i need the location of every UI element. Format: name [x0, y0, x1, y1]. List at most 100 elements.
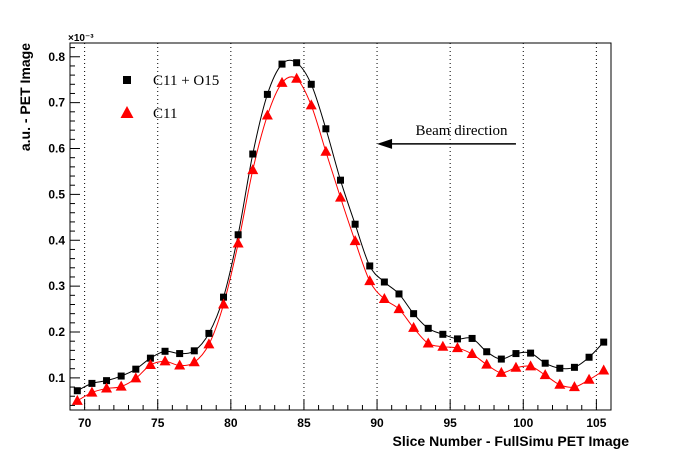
square-marker: [103, 377, 111, 385]
triangle-marker: [510, 361, 522, 372]
axis-layer: 70 75 80 85 90 95 100 105 0.1 0.2 0.3 0.4 0.5 0.6 0.7 0…: [48, 42, 612, 430]
triangle-marker: [232, 237, 244, 248]
square-marker: [424, 324, 432, 332]
square-marker: [512, 350, 520, 358]
triangle-marker: [320, 145, 332, 156]
triangle-marker: [422, 337, 434, 348]
legend-label: C11 + O15: [153, 73, 219, 89]
square-marker: [220, 293, 228, 301]
legend: C11 + O15 C11: [120, 73, 219, 122]
triangle-marker: [437, 340, 449, 351]
square-marker: [600, 338, 608, 346]
triangle-marker: [291, 72, 303, 83]
legend-symbol-square: [123, 76, 131, 84]
square-marker: [453, 335, 461, 343]
square-marker: [322, 125, 330, 133]
square-marker: [585, 353, 593, 361]
triangle-marker: [408, 321, 420, 332]
x-tick-label: 90: [370, 416, 384, 430]
y-tick-label: 0.7: [48, 96, 65, 110]
y-axis-exponent-label: ×10⁻³: [68, 33, 94, 44]
square-marker: [380, 278, 388, 286]
square-marker: [176, 350, 184, 358]
triangle-marker: [393, 303, 405, 314]
square-marker: [570, 363, 578, 371]
square-marker: [132, 365, 140, 373]
square-marker: [190, 347, 198, 355]
triangle-marker: [159, 355, 171, 366]
y-tick-label: 0.8: [48, 50, 65, 64]
triangle-marker: [71, 394, 83, 405]
beam-direction-label: Beam direction: [415, 123, 508, 139]
x-tick-label: 95: [443, 416, 457, 430]
y-tick-label: 0.1: [48, 371, 65, 385]
square-marker: [234, 231, 242, 239]
triangle-marker: [218, 298, 230, 309]
square-marker: [307, 80, 315, 88]
square-marker: [468, 334, 476, 342]
triangle-marker: [481, 358, 493, 369]
x-tick-label: 80: [224, 416, 238, 430]
x-tick-label: 100: [513, 416, 533, 430]
triangle-marker: [495, 366, 507, 377]
triangle-marker: [583, 373, 595, 384]
square-marker: [249, 150, 257, 158]
beam-arrow-head: [377, 138, 393, 149]
legend-label: C11: [153, 106, 177, 122]
square-marker: [146, 354, 154, 362]
y-tick-label: 0.2: [48, 325, 65, 339]
square-marker: [205, 329, 213, 337]
y-tick-label: 0.5: [48, 187, 65, 201]
triangle-marker: [247, 164, 259, 175]
legend-symbol-triangle: [120, 106, 134, 118]
x-tick-label: 70: [78, 416, 92, 430]
triangle-marker: [101, 382, 113, 393]
x-axis-title: Slice Number - FullSimu PET Image: [393, 433, 630, 449]
square-marker: [439, 330, 447, 338]
triangle-marker: [261, 109, 273, 120]
x-tick-label: 75: [151, 416, 165, 430]
x-tick-label: 105: [586, 416, 606, 430]
marker-layer: [71, 59, 610, 405]
square-marker: [88, 379, 96, 387]
y-axis-title: a.u. - PET Image: [17, 43, 33, 151]
triangle-marker: [130, 372, 142, 383]
plot-frame: [69, 42, 612, 411]
triangle-marker: [568, 381, 580, 392]
y-tick-label: 0.3: [48, 279, 65, 293]
square-marker: [278, 60, 286, 68]
triangle-marker: [378, 292, 390, 303]
y-tick-label: 0.6: [48, 142, 65, 156]
square-marker: [337, 176, 344, 184]
square-marker: [556, 364, 564, 372]
triangle-marker: [335, 191, 346, 202]
triangle-marker: [188, 356, 200, 367]
triangle-marker: [144, 359, 156, 370]
triangle-marker: [86, 386, 98, 397]
triangle-marker: [525, 360, 537, 371]
triangle-marker: [364, 275, 376, 286]
triangle-marker: [451, 342, 463, 353]
triangle-marker: [598, 364, 610, 375]
triangle-marker: [349, 235, 361, 246]
triangle-marker: [115, 380, 127, 391]
square-marker: [161, 347, 169, 355]
square-marker: [410, 310, 418, 318]
x-tick-label: 85: [297, 416, 311, 430]
annotation-layer: Beam direction: [377, 123, 516, 149]
y-tick-label: 0.4: [48, 233, 65, 247]
triangle-marker: [539, 369, 551, 380]
square-marker: [117, 372, 125, 380]
square-marker: [263, 90, 271, 98]
triangle-marker: [203, 338, 215, 349]
square-marker: [351, 220, 359, 228]
triangle-marker: [174, 359, 186, 370]
triangle-marker: [466, 348, 478, 359]
square-marker: [497, 355, 505, 363]
triangle-marker: [554, 378, 566, 389]
square-marker: [395, 290, 403, 298]
square-marker: [483, 348, 491, 356]
